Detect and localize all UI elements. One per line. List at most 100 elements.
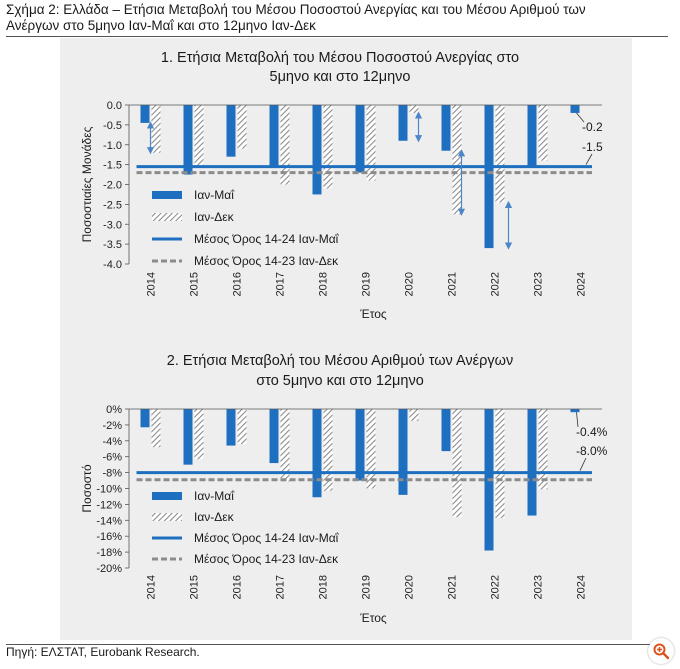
- legend: Ιαν-Μαΐ Ιαν-Δεκ Μέσος Όρος 14-24 Ιαν-Μαΐ Μέ…: [152, 489, 340, 566]
- bar-jan-may: [484, 105, 494, 249]
- bar-jan-may: [527, 105, 537, 167]
- x-tick-label: 2021: [447, 575, 459, 599]
- x-tick-label: 2018: [318, 575, 330, 599]
- bar-jan-dec: [237, 105, 247, 149]
- chart-unemployment-rate: 1. Ετήσια Μεταβολή του Μέσου Ποσοστού Αν…: [80, 50, 603, 321]
- x-tick-label: 2014: [146, 272, 158, 296]
- bar-jan-dec: [323, 409, 333, 491]
- legend-label-jan-dec: Ιαν-Δεκ: [194, 510, 235, 524]
- bar-jan-dec: [280, 105, 290, 185]
- y-tick-label: 0%: [106, 404, 122, 416]
- bar-jan-dec: [495, 105, 505, 203]
- x-tick-label: 2014: [146, 575, 158, 599]
- bar-jan-may: [570, 409, 580, 413]
- bar-jan-dec: [409, 409, 419, 421]
- legend-label-avg-jan-may: Μέσος Όρος 14-24 Ιαν-Μαΐ: [194, 232, 340, 246]
- x-tick-label: 2017: [275, 272, 287, 296]
- figure-title-line2: Ανέργων στο 5μηνο Ιαν-Μαΐ και στο 12μηνο…: [6, 18, 316, 33]
- x-tick-label: 2023: [533, 575, 545, 599]
- x-tick-label: 2024: [576, 575, 588, 599]
- chart-title-line2: στο 5μηνο και στο 12μηνο: [256, 373, 424, 389]
- x-tick-label: 2019: [361, 575, 373, 599]
- legend-label-avg-jan-may: Μέσος Όρος 14-24 Ιαν-Μαΐ: [194, 531, 340, 545]
- x-tick-label: 2018: [318, 272, 330, 296]
- y-tick-label: -20%: [96, 563, 122, 575]
- bar-jan-dec: [194, 409, 204, 460]
- bar-jan-dec: [366, 105, 376, 181]
- figure-title: Σχήμα 2: Ελλάδα – Ετήσια Μεταβολή του Μέ…: [6, 2, 666, 34]
- x-tick-label: 2017: [275, 575, 287, 599]
- bar-jan-dec: [280, 409, 290, 482]
- annotation-value-2024: -0.4%: [576, 425, 608, 439]
- bar-jan-may: [226, 105, 236, 157]
- annotation-leader: [585, 153, 593, 165]
- y-tick-label: -4.0: [103, 259, 122, 271]
- legend-swatch-jan-may: [152, 492, 182, 500]
- bar-jan-dec: [194, 105, 204, 167]
- annotation-leader: [579, 457, 587, 471]
- bar-jan-dec: [452, 105, 462, 215]
- source-note: Πηγή: ΕΛΣΤΑΤ, Eurobank Research.: [6, 645, 200, 659]
- bar-jan-may: [140, 409, 150, 428]
- y-axis-label: Ποσοστιαίες Μονάδες: [80, 126, 94, 242]
- x-tick-label: 2019: [361, 272, 373, 296]
- bar-jan-may: [140, 105, 150, 123]
- bar-jan-dec: [538, 409, 548, 490]
- x-axis-label: Έτος: [359, 611, 387, 625]
- bar-jan-may: [269, 105, 279, 167]
- legend-label-jan-dec: Ιαν-Δεκ: [194, 210, 235, 224]
- y-tick-label: -2.5: [103, 199, 122, 211]
- x-tick-label: 2022: [490, 575, 502, 599]
- y-tick-label: -2%: [102, 420, 122, 432]
- bar-jan-dec: [151, 105, 161, 153]
- y-tick-label: -16%: [96, 531, 122, 543]
- y-tick-label: -2.0: [103, 180, 122, 192]
- x-tick-label: 2022: [490, 272, 502, 296]
- bar-jan-dec: [366, 409, 376, 489]
- x-tick-label: 2015: [189, 272, 201, 296]
- chart-unemployed-count: 2. Ετήσια Μεταβολή του Μέσου Αριθμού των…: [80, 353, 608, 625]
- legend-swatch-jan-may: [152, 191, 182, 199]
- legend: Ιαν-Μαΐ Ιαν-Δεκ Μέσος Όρος 14-24 Ιαν-Μαΐ Μέ…: [152, 188, 340, 268]
- source-divider: [6, 644, 668, 645]
- bar-jan-dec: [237, 409, 247, 444]
- bar-jan-dec: [538, 105, 548, 161]
- figure-title-line1: Σχήμα 2: Ελλάδα – Ετήσια Μεταβολή του Μέ…: [6, 2, 586, 17]
- bar-jan-dec: [409, 105, 419, 113]
- annotation-value-2024: -0.2: [582, 120, 603, 134]
- y-tick-label: -0.5: [103, 120, 122, 132]
- y-tick-label: -12%: [96, 499, 122, 511]
- bar-jan-dec: [452, 409, 462, 518]
- title-divider: [6, 36, 668, 37]
- y-tick-label: -3.0: [103, 219, 122, 231]
- x-axis-label: Έτος: [359, 307, 387, 321]
- x-tick-label: 2016: [232, 272, 244, 296]
- y-tick-label: -3.5: [103, 239, 122, 251]
- bar-jan-may: [398, 409, 408, 495]
- y-tick-label: -1.0: [103, 140, 122, 152]
- x-tick-label: 2020: [404, 272, 416, 296]
- zoom-in-icon[interactable]: [648, 638, 674, 664]
- legend-label-avg-jan-dec: Μέσος Όρος 14-23 Ιαν-Δεκ: [194, 254, 339, 268]
- bar-jan-may: [312, 105, 322, 195]
- bar-jan-may: [226, 409, 236, 446]
- x-tick-label: 2015: [189, 575, 201, 599]
- bar-jan-may: [570, 105, 580, 113]
- y-tick-label: -18%: [96, 547, 122, 559]
- bar-jan-dec: [323, 105, 333, 189]
- x-tick-label: 2023: [533, 272, 545, 296]
- bar-jan-may: [355, 105, 365, 173]
- annotation-leader: [576, 412, 579, 428]
- y-tick-label: -1.5: [103, 160, 122, 172]
- y-tick-label: -14%: [96, 515, 122, 527]
- bar-jan-may: [183, 105, 193, 175]
- bar-jan-may: [441, 105, 451, 151]
- annotation-leader: [576, 112, 585, 123]
- y-tick-label: 0.0: [107, 100, 122, 112]
- chart-title-line1: 2. Ετήσια Μεταβολή του Μέσου Αριθμού των…: [167, 353, 513, 369]
- annotation-average: -1.5: [582, 140, 603, 154]
- bar-jan-dec: [495, 409, 505, 518]
- bar-jan-may: [398, 105, 408, 141]
- legend-swatch-jan-dec: [152, 213, 182, 221]
